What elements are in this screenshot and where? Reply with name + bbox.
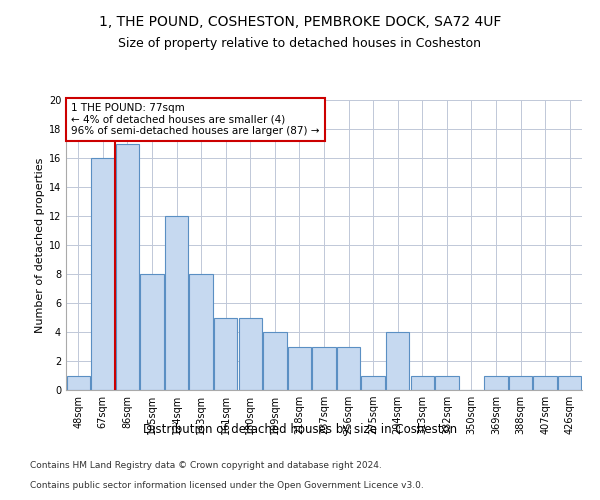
- Bar: [165, 216, 188, 390]
- Text: Size of property relative to detached houses in Cosheston: Size of property relative to detached ho…: [119, 38, 482, 51]
- Bar: [116, 144, 139, 390]
- Bar: [190, 274, 213, 390]
- Bar: [67, 376, 90, 390]
- Bar: [386, 332, 409, 390]
- Bar: [313, 346, 335, 390]
- Bar: [533, 376, 557, 390]
- Text: Distribution of detached houses by size in Cosheston: Distribution of detached houses by size …: [143, 422, 457, 436]
- Bar: [214, 318, 238, 390]
- Text: 1 THE POUND: 77sqm
← 4% of detached houses are smaller (4)
96% of semi-detached : 1 THE POUND: 77sqm ← 4% of detached hous…: [71, 103, 320, 136]
- Bar: [337, 346, 360, 390]
- Bar: [558, 376, 581, 390]
- Text: 1, THE POUND, COSHESTON, PEMBROKE DOCK, SA72 4UF: 1, THE POUND, COSHESTON, PEMBROKE DOCK, …: [99, 15, 501, 29]
- Bar: [484, 376, 508, 390]
- Bar: [435, 376, 458, 390]
- Bar: [288, 346, 311, 390]
- Text: Contains public sector information licensed under the Open Government Licence v3: Contains public sector information licen…: [30, 481, 424, 490]
- Bar: [361, 376, 385, 390]
- Text: Contains HM Land Registry data © Crown copyright and database right 2024.: Contains HM Land Registry data © Crown c…: [30, 461, 382, 470]
- Bar: [509, 376, 532, 390]
- Bar: [239, 318, 262, 390]
- Bar: [91, 158, 115, 390]
- Y-axis label: Number of detached properties: Number of detached properties: [35, 158, 44, 332]
- Bar: [410, 376, 434, 390]
- Bar: [140, 274, 164, 390]
- Bar: [263, 332, 287, 390]
